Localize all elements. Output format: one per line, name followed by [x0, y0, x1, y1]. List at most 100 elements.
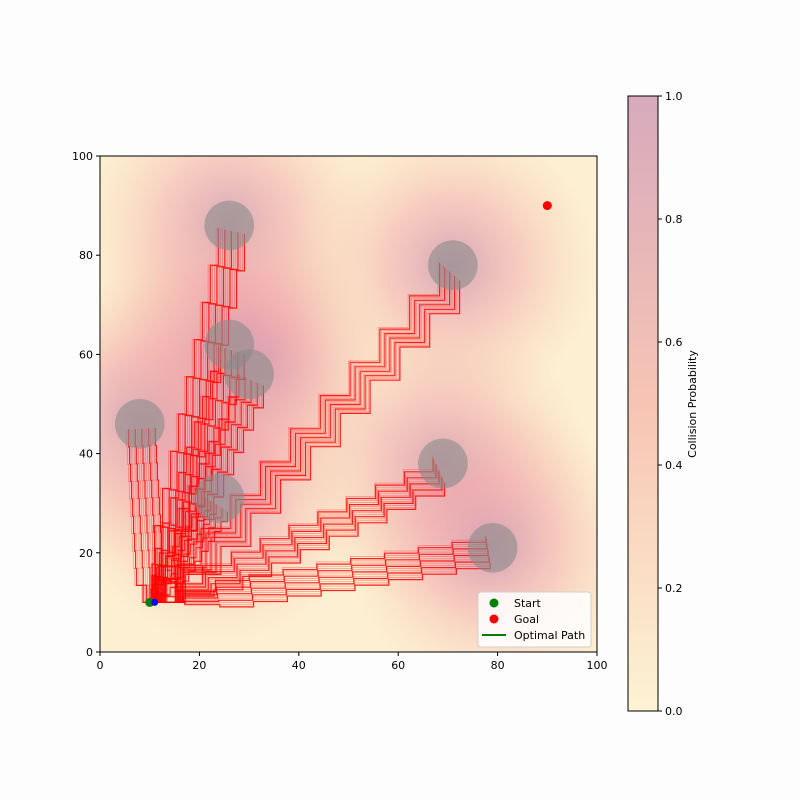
legend: Start Goal Optimal Path: [477, 591, 592, 648]
explored-path: [149, 480, 444, 603]
colorbar-tick-label: 0.8: [665, 213, 683, 226]
explored-path: [130, 429, 150, 603]
legend-optimal-path-label: Optimal Path: [514, 629, 585, 642]
explored-path: [143, 428, 153, 603]
path-bundle-7: [149, 534, 491, 608]
explored-path: [149, 375, 242, 603]
explored-path: [149, 563, 491, 608]
explored-path: [149, 460, 435, 603]
colorbar-label: Collision Probability: [686, 350, 699, 458]
explored-path: [149, 274, 454, 603]
x-tick-label: 60: [391, 659, 405, 672]
legend-goal-marker: [489, 614, 499, 624]
colorbar-gradient: [627, 95, 659, 712]
obstacles: [114, 200, 518, 573]
explored-path: [149, 273, 452, 603]
colorbar-ticks: 0.0 0.2 0.4 0.6 0.8 1.0: [658, 90, 683, 718]
colorbar-tick-label: 0.0: [665, 705, 683, 718]
explored-path: [149, 350, 232, 604]
legend-start-marker: [489, 598, 499, 608]
explored-path: [149, 536, 487, 604]
explored-path: [149, 541, 487, 603]
explored-path: [149, 466, 438, 603]
legend-box: [477, 591, 592, 648]
obstacle-0: [204, 200, 255, 251]
explored-path: [149, 482, 446, 604]
explored-path: [149, 543, 488, 604]
path-bundle-6: [149, 495, 228, 604]
explored-path: [149, 556, 490, 604]
x-tick-label: 20: [192, 659, 206, 672]
obstacle-3: [224, 349, 274, 400]
explored-path: [149, 270, 449, 603]
explored-path: [149, 276, 456, 604]
explored-path: [149, 261, 439, 603]
goal-marker: [542, 201, 552, 211]
obstacle-1: [428, 240, 478, 290]
explored-path: [149, 509, 225, 603]
explored-path: [149, 462, 436, 603]
explored-path: [149, 497, 206, 604]
explored-path: [149, 346, 220, 604]
explored-path: [149, 511, 228, 604]
explored-path: [149, 547, 489, 603]
legend-entry-goal: Goal: [489, 613, 539, 626]
markers: [145, 201, 552, 607]
colorbar-tick-label: 0.2: [665, 582, 683, 595]
explored-path: [149, 277, 457, 603]
explored-path: [149, 550, 489, 604]
explored-path: [137, 428, 150, 603]
explored-path: [149, 558, 490, 603]
explored-path: [149, 373, 238, 603]
x-tick-label: 40: [292, 659, 306, 672]
explored-path: [128, 429, 150, 604]
explored-path: [149, 476, 443, 604]
explored-path: [149, 348, 226, 604]
obstacle-5: [418, 438, 468, 489]
explored-path: [149, 504, 217, 604]
current-position-marker: [151, 598, 159, 606]
explored-path: [141, 428, 151, 604]
explored-path: [149, 495, 204, 603]
explored-path: [149, 561, 491, 606]
start-marker: [145, 597, 155, 607]
explored-path: [126, 429, 150, 603]
legend-entry-optimal-path: Optimal Path: [482, 629, 585, 642]
explored-path: [149, 468, 439, 603]
path-bundle-5: [149, 456, 446, 604]
explored-path: [149, 271, 451, 604]
x-axis: 0 20 40 60 80 100: [97, 652, 608, 672]
legend-entry-start: Start: [489, 597, 542, 610]
explored-path: [149, 505, 219, 603]
explored-path: [148, 428, 158, 604]
explored-path: [149, 345, 217, 603]
explored-path: [149, 264, 442, 603]
explored-path: [149, 470, 440, 604]
explored-path: [149, 472, 441, 603]
explored-path: [149, 428, 160, 603]
x-tick-label: 80: [491, 659, 505, 672]
y-tick-label: 80: [79, 249, 93, 262]
explored-path: [149, 498, 208, 603]
y-tick-label: 60: [79, 348, 93, 361]
y-tick-label: 0: [86, 646, 93, 659]
explored-path: [149, 268, 447, 603]
explored-path: [149, 500, 212, 604]
explored-path: [149, 227, 217, 603]
y-tick-label: 100: [72, 150, 93, 163]
explored-path: [149, 279, 459, 603]
y-tick-label: 40: [79, 448, 93, 461]
colorbar-tick-label: 0.4: [665, 459, 683, 472]
explored-path: [149, 554, 490, 603]
explored-path: [149, 506, 221, 603]
colorbar: 0.0 0.2 0.4 0.6 0.8 1.0 Collision Probability: [627, 90, 699, 718]
obstacle-7: [467, 522, 518, 573]
plot-frame: [99, 155, 598, 653]
x-tick-label: 0: [97, 659, 104, 672]
path-bundle-4: [126, 427, 164, 604]
y-axis: 0 20 40 60 80 100: [72, 150, 100, 659]
obstacle-4: [114, 398, 165, 449]
colorbar-tick-label: 1.0: [665, 90, 683, 103]
explored-path: [149, 508, 223, 604]
